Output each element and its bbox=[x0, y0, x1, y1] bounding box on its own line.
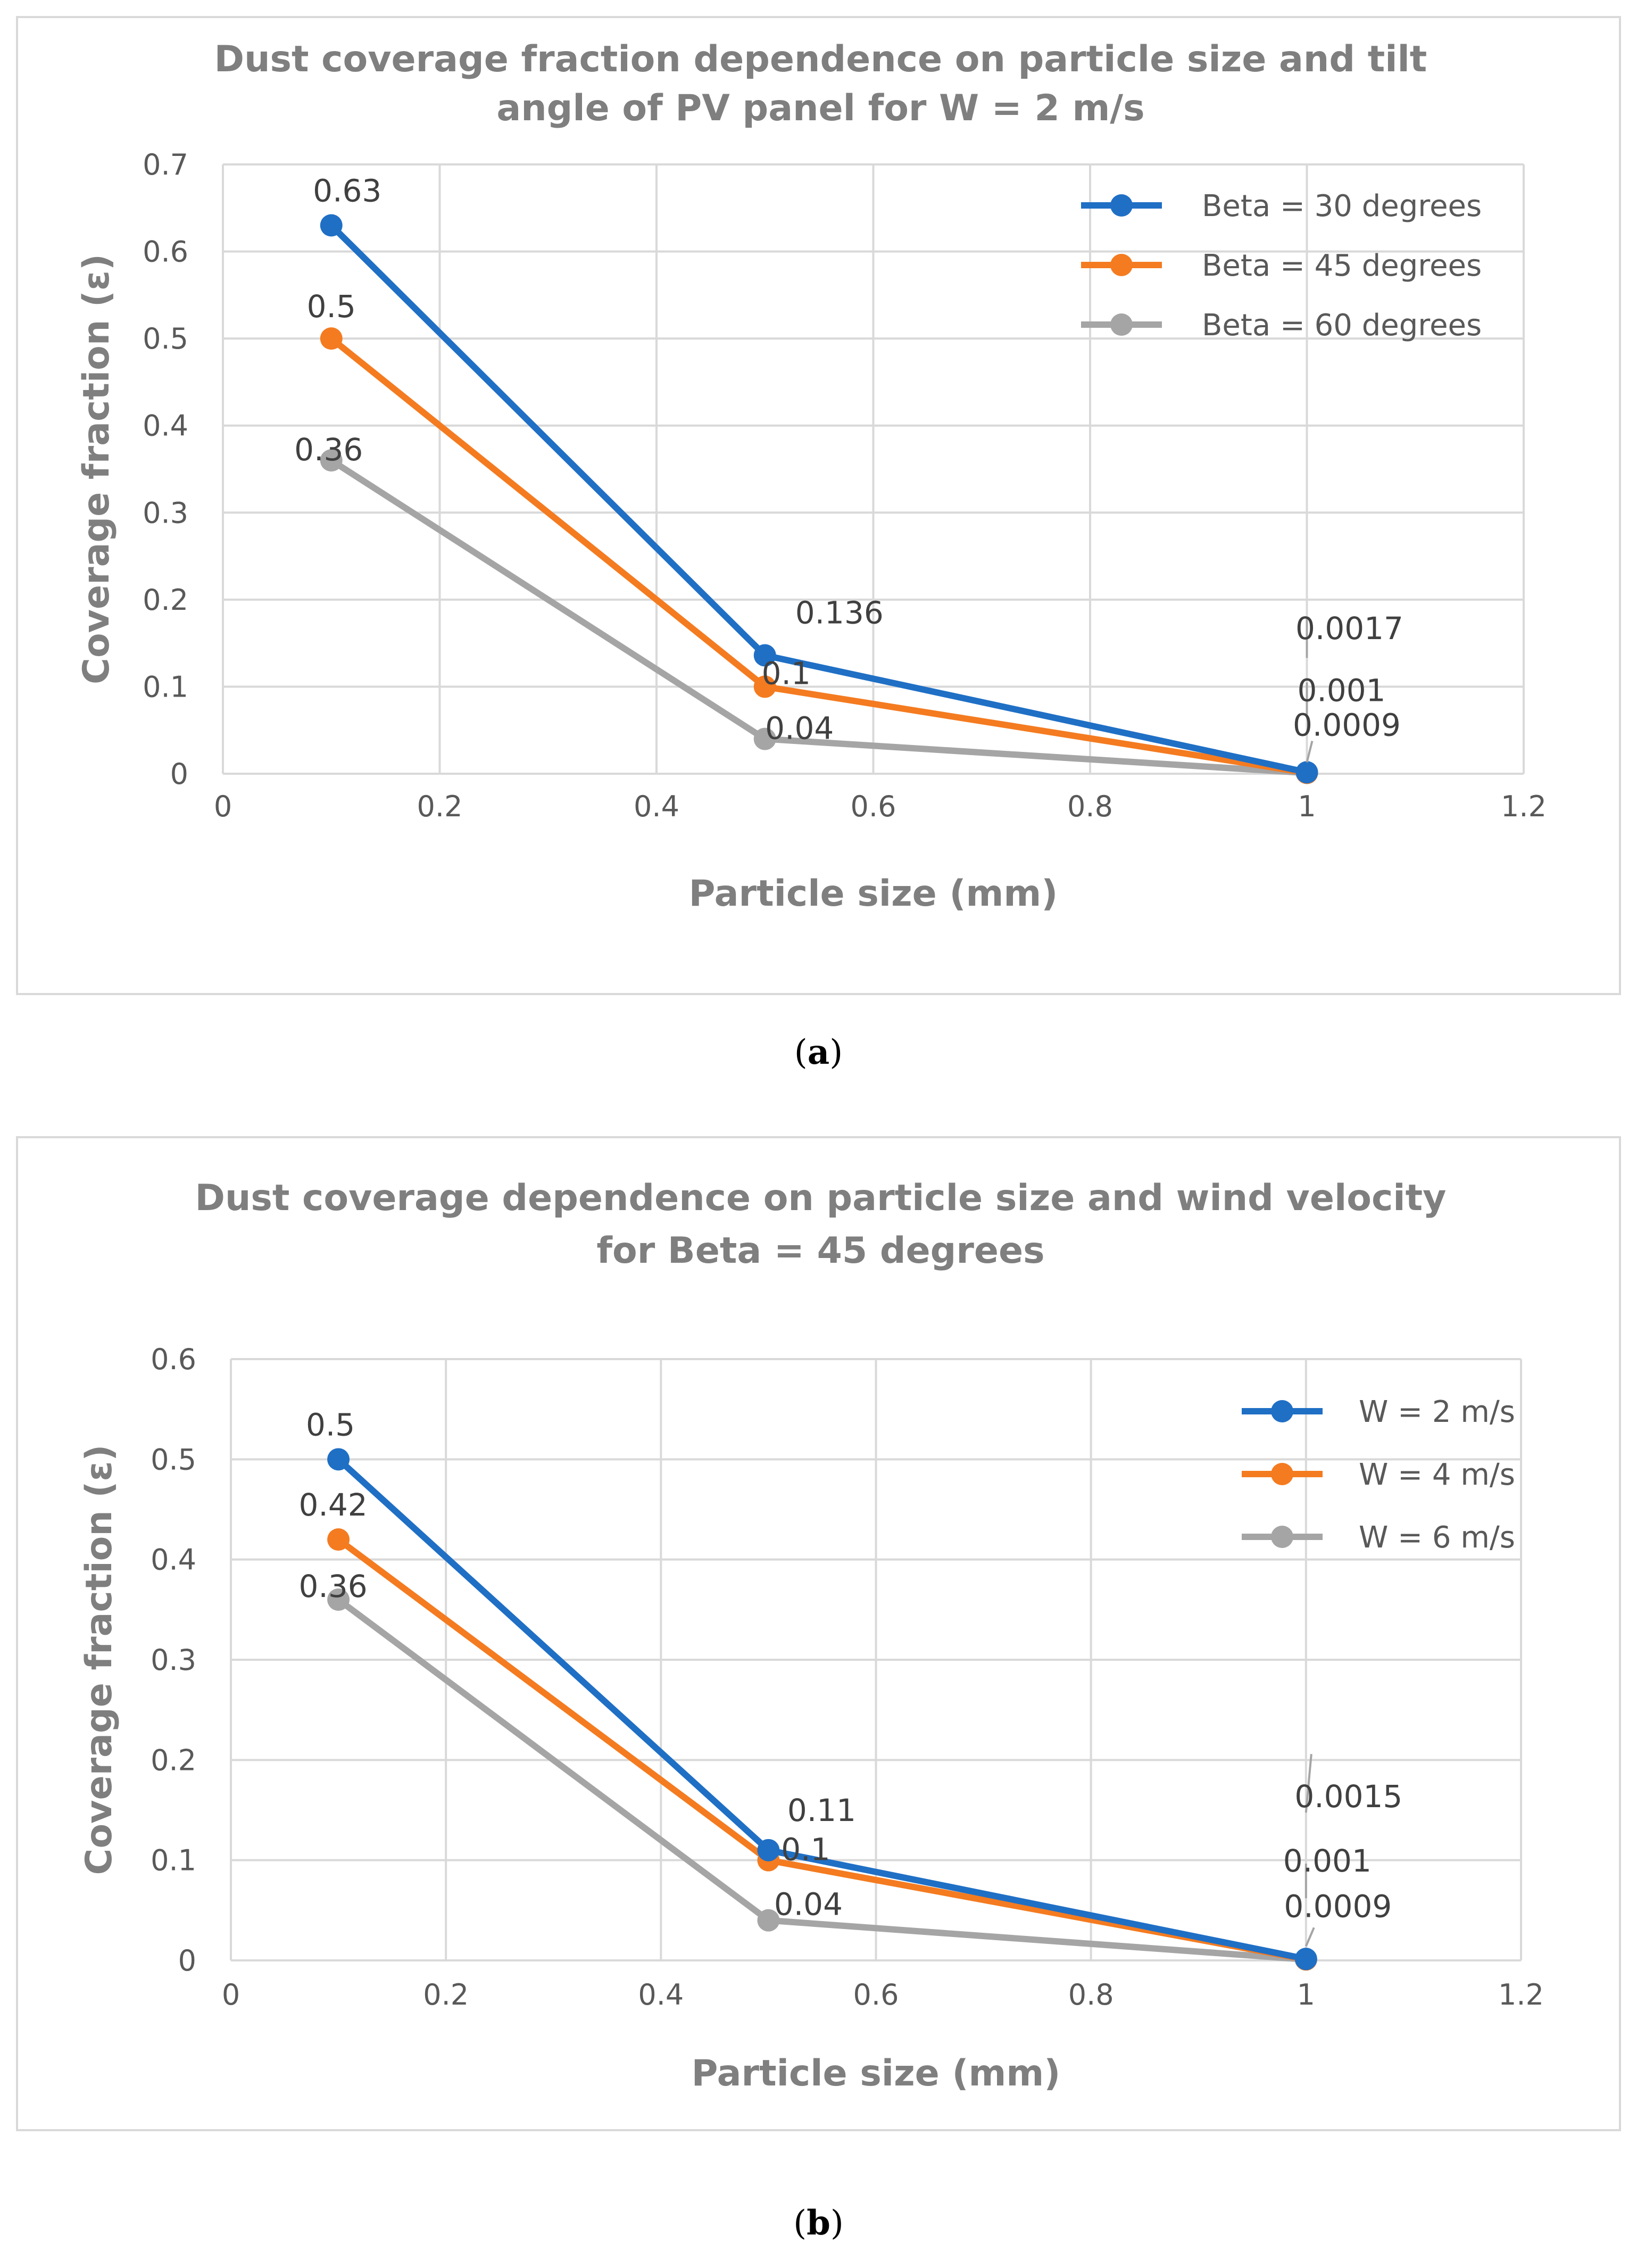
data-label: 0.5 bbox=[307, 288, 356, 325]
legend-swatch-marker bbox=[1271, 1463, 1293, 1485]
data-label: 0.001 bbox=[1297, 672, 1385, 708]
data-label: 0.42 bbox=[299, 1487, 368, 1523]
y-tick-label: 0.3 bbox=[143, 496, 188, 529]
data-label: 0.0009 bbox=[1284, 1888, 1392, 1924]
x-tick-label: 0.8 bbox=[1068, 1978, 1114, 2012]
legend-swatch-marker bbox=[1110, 254, 1133, 276]
y-tick-label: 0.4 bbox=[143, 409, 188, 443]
data-label: 0.0017 bbox=[1295, 610, 1403, 647]
data-label: 0.36 bbox=[299, 1568, 368, 1604]
data-label: 0.36 bbox=[294, 432, 363, 468]
data-label: 0.1 bbox=[762, 655, 811, 691]
y-tick-label: 0.2 bbox=[143, 583, 188, 617]
x-tick-label: 1 bbox=[1298, 790, 1316, 823]
x-tick-label: 0.4 bbox=[634, 790, 679, 823]
data-label-leader-line bbox=[1304, 1753, 1312, 1813]
legend-entry-label: Beta = 45 degrees bbox=[1202, 249, 1482, 283]
caption-b-letter: b bbox=[807, 2203, 830, 2243]
y-tick-label: 0.6 bbox=[151, 1343, 196, 1376]
legend-swatch-marker bbox=[1271, 1526, 1293, 1548]
caption-a-letter: a bbox=[807, 1032, 830, 1072]
legend-entry-label: Beta = 60 degrees bbox=[1202, 308, 1482, 343]
legend-entry-label: W = 6 m/s bbox=[1359, 1520, 1515, 1555]
y-tick-label: 0.2 bbox=[151, 1743, 196, 1777]
y-axis-label: Coverage fraction (ε) bbox=[76, 254, 118, 684]
data-point-series-1 bbox=[753, 644, 776, 667]
y-tick-label: 0.4 bbox=[151, 1543, 196, 1577]
chart-panel-a: Dust coverage fraction dependence on par… bbox=[16, 16, 1621, 995]
x-tick-label: 0.8 bbox=[1067, 790, 1113, 823]
data-label: 0.11 bbox=[787, 1792, 856, 1828]
data-label: 0.5 bbox=[306, 1406, 355, 1443]
data-point-series-1 bbox=[320, 214, 343, 237]
y-tick-label: 0 bbox=[178, 1944, 196, 1977]
x-tick-label: 0 bbox=[214, 790, 232, 823]
y-tick-label: 0.1 bbox=[151, 1844, 196, 1877]
data-point-series-3 bbox=[757, 1909, 780, 1932]
legend: Beta = 30 degrees Beta = 45 degrees Beta =… bbox=[1081, 189, 1482, 343]
chart-panel-b: Dust coverage dependence on particle siz… bbox=[16, 1136, 1621, 2131]
legend-swatch-marker bbox=[1110, 313, 1133, 336]
data-point-series-1 bbox=[1294, 1948, 1317, 1971]
legend-swatch-marker bbox=[1271, 1400, 1293, 1422]
data-point-series-3 bbox=[320, 449, 343, 472]
data-label-leader-line bbox=[1306, 741, 1314, 763]
chart-b-svg: Dust coverage dependence on particle siz… bbox=[78, 1177, 1544, 2095]
data-point-series-2 bbox=[320, 327, 343, 350]
legend-entry-label: W = 2 m/s bbox=[1359, 1395, 1515, 1429]
x-tick-label: 0 bbox=[222, 1978, 240, 2012]
y-tick-label: 0.6 bbox=[143, 235, 188, 269]
data-point-series-3 bbox=[327, 1588, 350, 1611]
data-point-series-1 bbox=[327, 1448, 350, 1471]
series-line-1 bbox=[328, 222, 1310, 776]
data-point-series-1 bbox=[757, 1839, 780, 1861]
y-tick-label: 0.5 bbox=[151, 1443, 196, 1476]
x-tick-label: 0.6 bbox=[853, 1978, 899, 2012]
legend-entry-label: Beta = 30 degrees bbox=[1202, 189, 1482, 224]
chart-title-line: Dust coverage dependence on particle siz… bbox=[195, 1177, 1447, 1219]
y-tick-label: 0.7 bbox=[143, 148, 188, 181]
legend: W = 2 m/s W = 4 m/s W = 6 m/s bbox=[1242, 1395, 1515, 1555]
x-tick-label: 0.4 bbox=[638, 1978, 684, 2012]
y-tick-label: 0.5 bbox=[143, 322, 188, 355]
x-tick-label: 0.2 bbox=[423, 1978, 469, 2012]
data-label: 0.1 bbox=[781, 1832, 830, 1868]
data-label: 0.0015 bbox=[1294, 1778, 1402, 1815]
y-tick-label: 0 bbox=[170, 757, 188, 791]
data-label: 0.001 bbox=[1283, 1843, 1372, 1879]
x-axis-label: Particle size (mm) bbox=[692, 2052, 1061, 2095]
x-tick-label: 1.2 bbox=[1501, 790, 1547, 823]
chart-a-svg: Dust coverage fraction dependence on par… bbox=[76, 38, 1547, 915]
data-label-leader-line bbox=[1304, 1927, 1315, 1947]
data-label: 0.04 bbox=[765, 710, 834, 747]
legend-entry-label: W = 4 m/s bbox=[1359, 1458, 1515, 1492]
y-tick-label: 0.1 bbox=[143, 670, 188, 703]
x-tick-label: 0.6 bbox=[851, 790, 896, 823]
x-tick-label: 0.2 bbox=[417, 790, 463, 823]
data-point-series-2 bbox=[327, 1528, 350, 1551]
data-label: 0.63 bbox=[313, 173, 381, 209]
chart-title-line: Dust coverage fraction dependence on par… bbox=[214, 38, 1427, 80]
x-axis-label: Particle size (mm) bbox=[689, 873, 1058, 915]
data-point-series-3 bbox=[753, 727, 776, 750]
data-label: 0.0009 bbox=[1293, 707, 1401, 743]
caption-a: (a) bbox=[794, 1032, 843, 1072]
y-tick-label: 0.3 bbox=[151, 1643, 196, 1677]
data-point-series-2 bbox=[753, 675, 776, 698]
x-tick-label: 1.2 bbox=[1498, 1978, 1544, 2012]
chart-title-line: angle of PV panel for W = 2 m/s bbox=[496, 87, 1144, 129]
chart-title-line: for Beta = 45 degrees bbox=[596, 1230, 1044, 1272]
data-label: 0.136 bbox=[795, 595, 884, 631]
data-point-series-1 bbox=[1295, 761, 1318, 784]
caption-b: (b) bbox=[793, 2203, 844, 2243]
legend-swatch-marker bbox=[1110, 194, 1133, 217]
x-tick-label: 1 bbox=[1297, 1978, 1315, 2012]
data-label: 0.04 bbox=[774, 1886, 843, 1923]
y-axis-label: Coverage fraction (ε) bbox=[78, 1445, 120, 1875]
